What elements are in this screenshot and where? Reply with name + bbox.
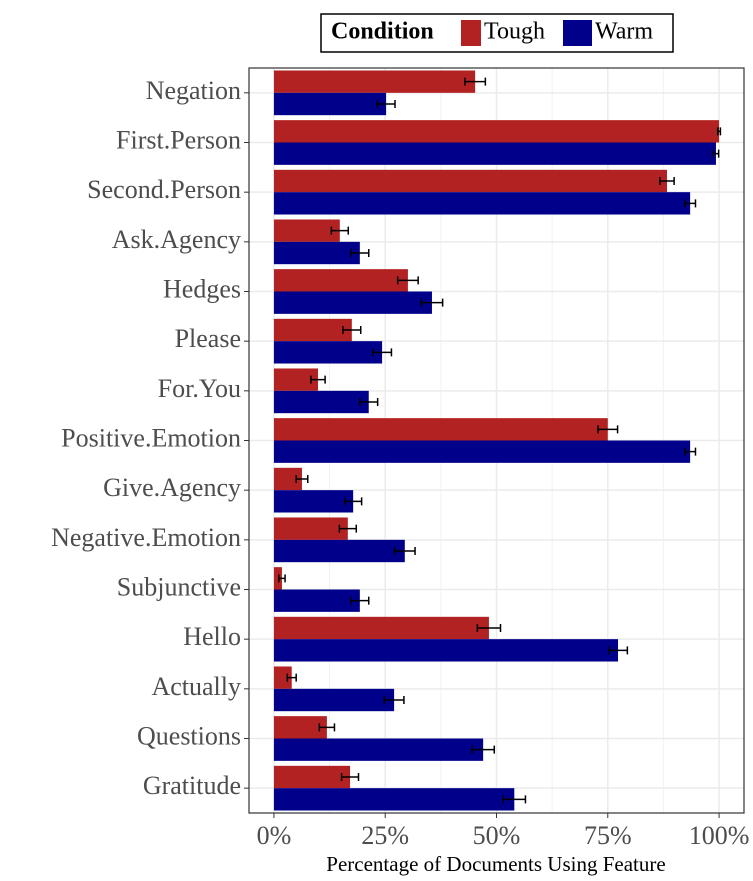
error-bar xyxy=(464,77,487,86)
x-tick-label: 75% xyxy=(584,821,632,850)
legend-label: Tough xyxy=(484,19,545,45)
bar xyxy=(273,539,405,563)
y-tick-label: Hello xyxy=(183,622,241,651)
bar xyxy=(273,788,515,811)
error-bar xyxy=(502,795,527,804)
error-bar xyxy=(659,176,675,185)
error-bar xyxy=(330,226,350,235)
error-bar xyxy=(393,547,416,556)
error-bar xyxy=(278,574,286,583)
y-tick-label: Negative.Emotion xyxy=(51,523,241,552)
y-tick-label: Negation xyxy=(146,76,241,105)
error-bar xyxy=(376,100,396,109)
bar xyxy=(273,70,476,93)
bar xyxy=(273,341,383,364)
y-tick-label: Subjunctive xyxy=(117,572,241,601)
error-bar xyxy=(350,249,370,258)
bar xyxy=(273,666,292,689)
y-tick-label: Ask.Agency xyxy=(112,225,241,254)
bar xyxy=(273,765,351,789)
y-tick-label: Give.Agency xyxy=(103,473,241,502)
error-bar xyxy=(340,772,360,781)
bar xyxy=(273,418,608,441)
error-bar xyxy=(471,745,496,754)
error-bar xyxy=(476,623,502,632)
error-bar xyxy=(712,149,720,158)
error-bar xyxy=(286,673,297,682)
legend-swatch xyxy=(563,20,592,46)
error-bar xyxy=(318,723,336,732)
bar xyxy=(273,92,387,116)
bar xyxy=(273,589,360,612)
legend-title: Condition xyxy=(331,19,434,45)
y-tick-label: Gratitude xyxy=(143,771,241,800)
legend-box xyxy=(320,13,674,53)
x-tick-label: 50% xyxy=(473,821,521,850)
bar xyxy=(273,169,667,193)
bar xyxy=(273,120,720,143)
bar xyxy=(273,517,348,540)
bar xyxy=(273,390,369,414)
y-tick-label: Please xyxy=(175,324,241,353)
y-tick-label: First.Person xyxy=(116,125,241,154)
x-tick-label: 0% xyxy=(257,821,292,850)
bar xyxy=(273,241,360,265)
bar xyxy=(273,142,716,165)
y-tick-label: Questions xyxy=(137,721,241,750)
bar xyxy=(273,368,318,391)
bar xyxy=(273,716,327,739)
error-bar xyxy=(383,696,405,705)
y-tick-label: Actually xyxy=(151,672,241,701)
legend-swatch xyxy=(461,20,481,46)
error-bar xyxy=(310,375,326,384)
y-tick-label: For.You xyxy=(158,374,241,403)
error-bar xyxy=(343,497,363,506)
bar xyxy=(273,291,432,314)
bar xyxy=(273,490,354,513)
legend-label: Warm xyxy=(595,19,653,45)
y-tick-label: Hedges xyxy=(163,274,241,303)
bar xyxy=(273,440,691,463)
error-bar xyxy=(716,127,722,136)
bar xyxy=(273,639,619,662)
bar xyxy=(273,318,352,342)
y-tick-label: Second.Person xyxy=(87,175,241,204)
bar xyxy=(273,269,408,292)
x-tick-label: 25% xyxy=(361,821,409,850)
error-bar xyxy=(342,325,362,334)
error-bar xyxy=(295,474,309,483)
error-bar xyxy=(338,524,358,533)
error-bar xyxy=(396,276,419,285)
bar xyxy=(273,567,282,590)
bar xyxy=(273,738,484,761)
error-bar xyxy=(350,596,370,605)
bar xyxy=(273,192,691,215)
error-bar xyxy=(420,298,444,307)
bar xyxy=(273,688,395,712)
error-bar xyxy=(359,398,379,407)
error-bar xyxy=(684,199,697,208)
error-bar xyxy=(607,646,629,655)
y-tick-label: Positive.Emotion xyxy=(61,423,241,452)
x-tick-label: 100% xyxy=(689,821,750,850)
error-bar xyxy=(597,425,619,434)
bar xyxy=(273,219,340,242)
x-axis-title: Percentage of Documents Using Feature xyxy=(326,852,665,876)
bar xyxy=(273,616,489,640)
error-bar xyxy=(684,447,697,456)
panel-border xyxy=(248,67,745,814)
error-bar xyxy=(372,348,393,357)
bar xyxy=(273,467,302,491)
